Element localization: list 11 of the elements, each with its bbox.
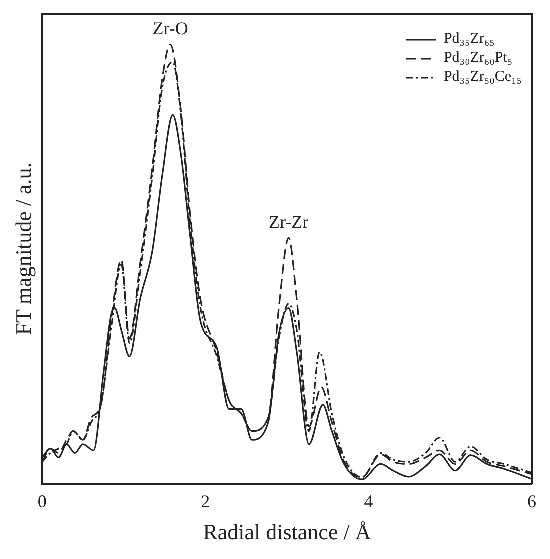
x-tick-label: 6 [528,492,536,512]
annotation: Zr-O [152,18,188,38]
annotation: Zr-Zr [269,212,309,232]
y-axis-title: FT magnitude / a.u. [10,162,36,336]
x-axis-title: Radial distance / Å [203,520,372,545]
legend-label: Pd₃₅Zr₆₅ [444,30,495,49]
x-tick-label: 2 [201,492,210,512]
legend-label: Pd₃₅Zr₅₀Ce₁₅ [444,68,522,87]
legend-label: Pd₃₀Zr₆₀Pt₅ [444,49,513,68]
x-tick-label: 4 [364,492,374,512]
x-tick-label: 0 [38,492,47,512]
